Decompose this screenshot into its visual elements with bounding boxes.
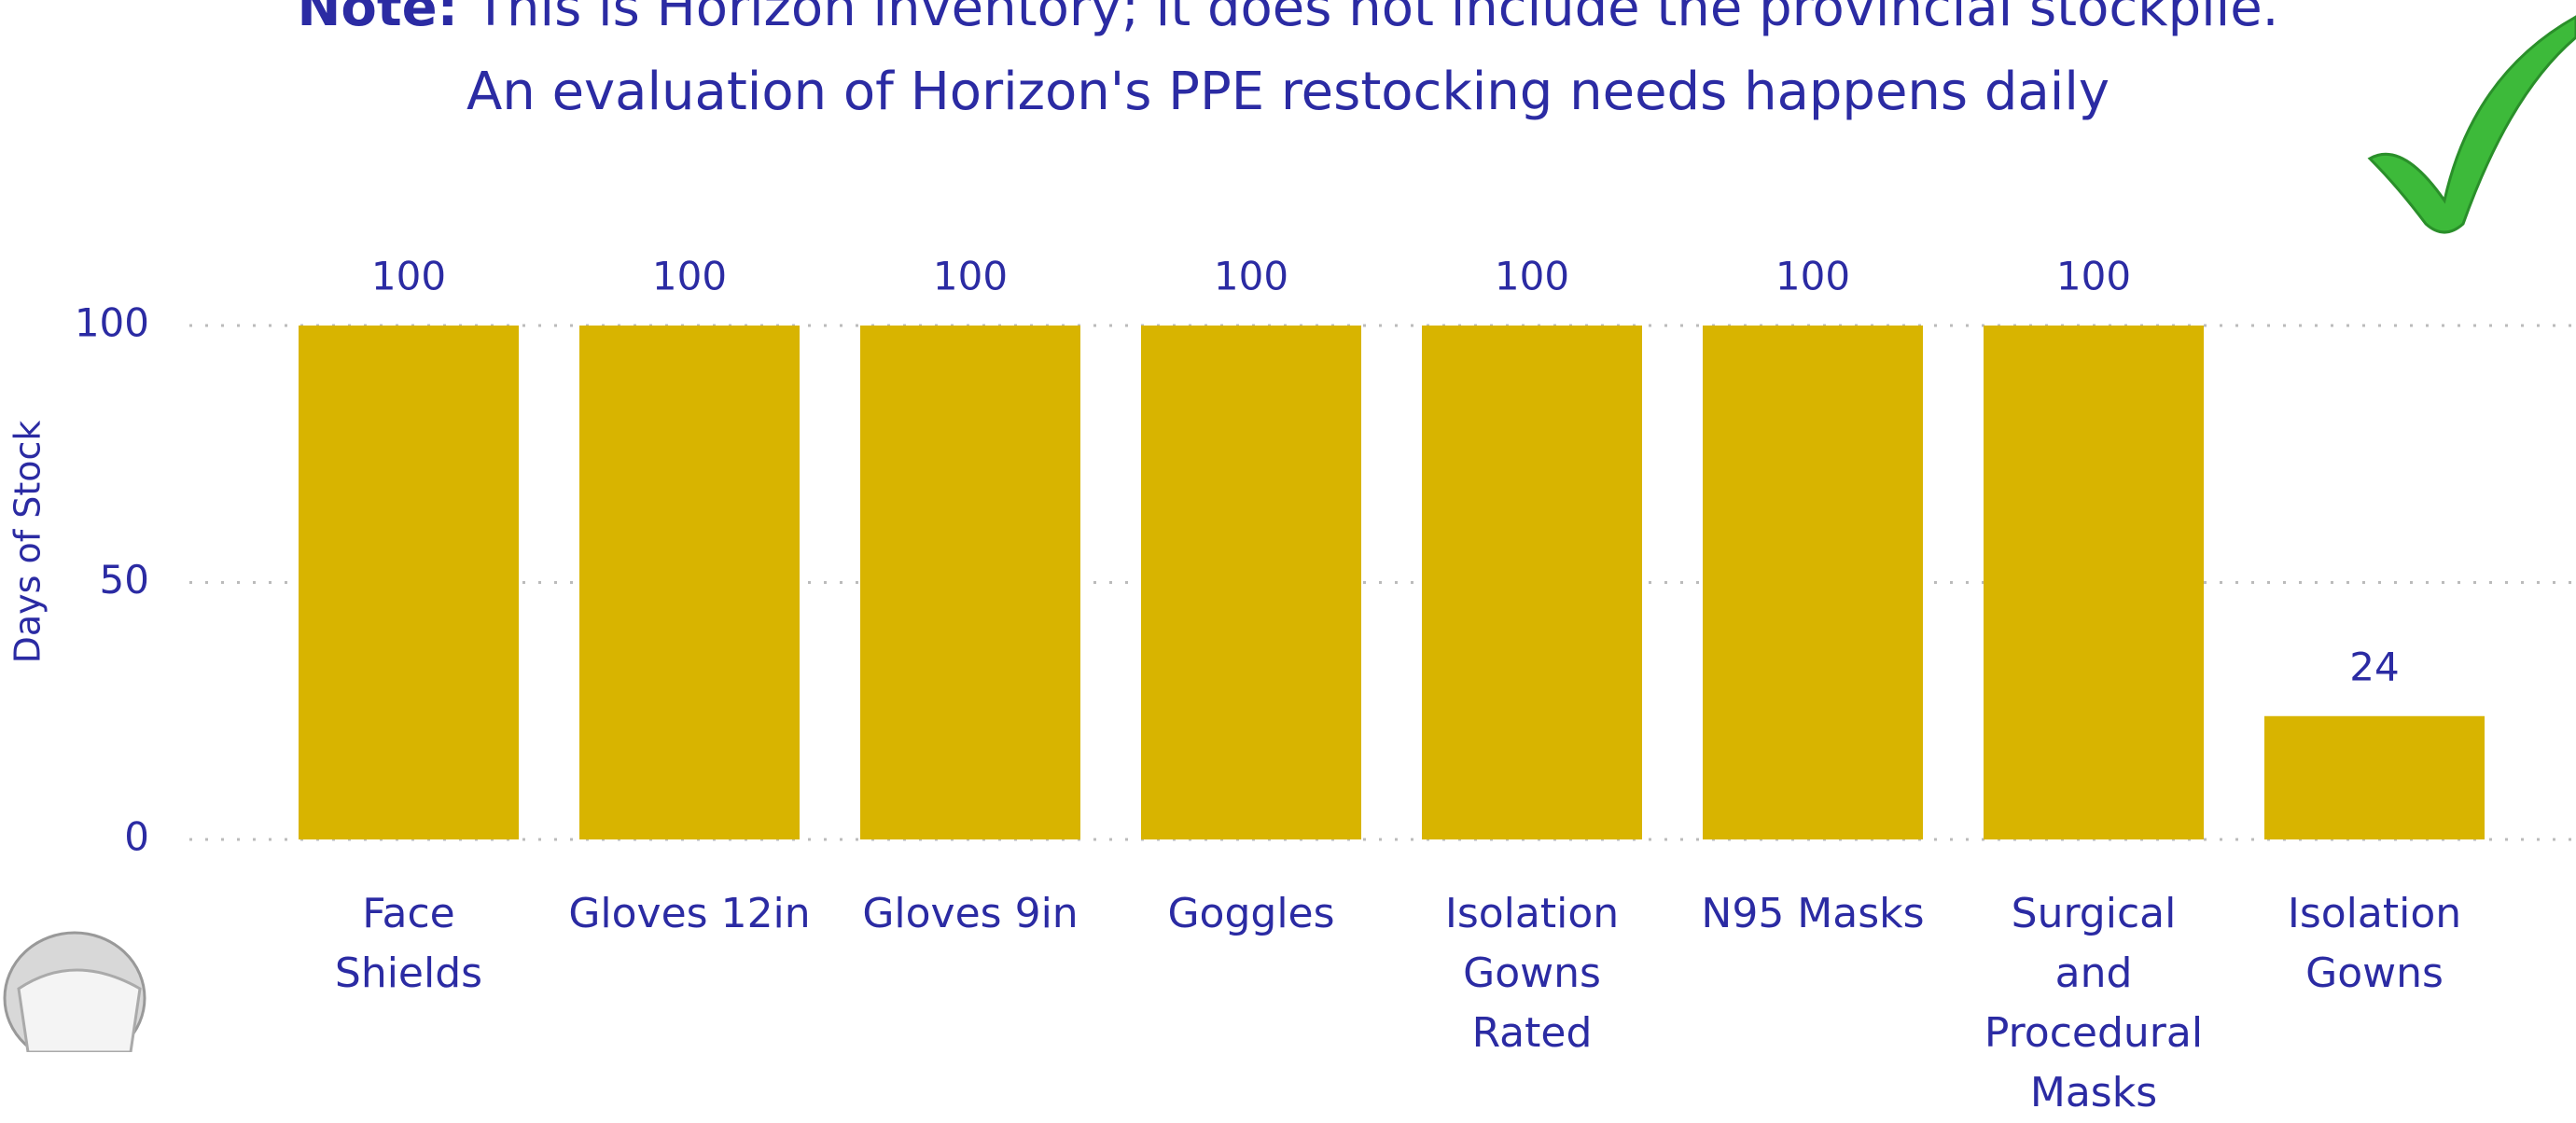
check-icon: [2370, 17, 2576, 232]
value-label: 24: [2349, 644, 2399, 689]
value-label: 100: [652, 254, 727, 299]
x-tick-label: Isolation Gowns Rated: [1406, 884, 1658, 1063]
x-tick-label: Surgical and Procedural Masks: [1968, 884, 2220, 1123]
mask-icon: [5, 933, 145, 1052]
bar: [1984, 326, 2204, 839]
value-label: 100: [1214, 254, 1288, 299]
bar: [299, 326, 519, 839]
x-tick-label: Isolation Gowns: [2249, 884, 2500, 1004]
value-label: 100: [371, 254, 446, 299]
x-tick-label: Gloves 12in: [564, 884, 815, 944]
y-tick-label: 100: [75, 300, 149, 346]
y-axis-title: Days of Stock: [7, 421, 49, 664]
x-tick-label: Face Shields: [283, 884, 535, 1004]
bar: [860, 326, 1080, 839]
x-tick-label: N95 Masks: [1687, 884, 1939, 944]
bar: [579, 326, 800, 839]
bar: [1422, 326, 1642, 839]
value-label: 100: [2056, 254, 2131, 299]
x-tick-label: Gloves 9in: [844, 884, 1096, 944]
x-tick-label: Goggles: [1125, 884, 1377, 944]
bar: [2264, 716, 2485, 839]
y-tick-label: 0: [124, 814, 149, 860]
y-tick-label: 50: [100, 557, 149, 603]
bar: [1141, 326, 1361, 839]
value-label: 100: [1775, 254, 1850, 299]
page: Note: This is Horizon inventory; it does…: [0, 0, 2576, 1052]
value-label: 100: [1495, 254, 1569, 299]
value-label: 100: [933, 254, 1008, 299]
bar: [1703, 326, 1923, 839]
